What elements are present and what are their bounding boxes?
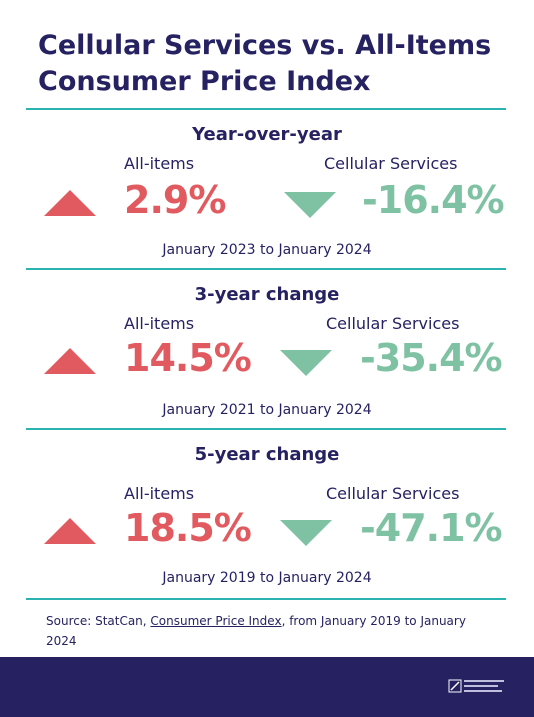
triangle-up-icon	[44, 190, 96, 216]
logo-icon	[448, 679, 504, 693]
footer-bar	[0, 657, 534, 717]
divider	[26, 268, 506, 270]
source-suffix: , from January 2019 to January 2024	[46, 614, 466, 648]
source-note: Source: StatCan, Consumer Price Index, f…	[46, 611, 486, 651]
triangle-down-icon	[280, 520, 332, 546]
cellular-services-label: Cellular Services	[326, 484, 460, 503]
cellular-services-value: -35.4%	[360, 336, 503, 380]
triangle-up-icon	[44, 348, 96, 374]
all-items-value: 18.5%	[124, 506, 252, 550]
divider	[26, 108, 506, 110]
source-prefix: Source: StatCan,	[46, 614, 151, 628]
period-label: January 2019 to January 2024	[162, 570, 372, 586]
cellular-services-value: -47.1%	[360, 506, 503, 550]
all-items-label: All-items	[124, 314, 195, 333]
period-label: January 2021 to January 2024	[162, 402, 372, 418]
all-items-label: All-items	[124, 484, 195, 503]
triangle-down-icon	[284, 192, 336, 218]
consumer-price-index-link[interactable]: Consumer Price Index	[150, 614, 282, 628]
section-3-year-change: 3-year change All-items Cellular Service…	[0, 270, 534, 420]
section-year-over-year: Year-over-year All-items Cellular Servic…	[0, 110, 534, 260]
all-items-label: All-items	[124, 154, 195, 173]
divider	[26, 428, 506, 430]
divider	[26, 598, 506, 600]
section-title: Year-over-year	[192, 124, 342, 145]
all-items-value: 2.9%	[124, 178, 226, 222]
cellular-services-label: Cellular Services	[324, 154, 458, 173]
triangle-down-icon	[280, 350, 332, 376]
section-title: 5-year change	[194, 444, 340, 465]
period-label: January 2023 to January 2024	[162, 242, 372, 258]
cellular-services-value: -16.4%	[362, 178, 505, 222]
section-title: 3-year change	[194, 284, 340, 305]
triangle-up-icon	[44, 518, 96, 544]
page-title: Cellular Services vs. All-Items Consumer…	[38, 30, 492, 97]
all-items-value: 14.5%	[124, 336, 252, 380]
cellular-services-label: Cellular Services	[326, 314, 460, 333]
section-5-year-change: 5-year change All-items Cellular Service…	[0, 430, 534, 586]
